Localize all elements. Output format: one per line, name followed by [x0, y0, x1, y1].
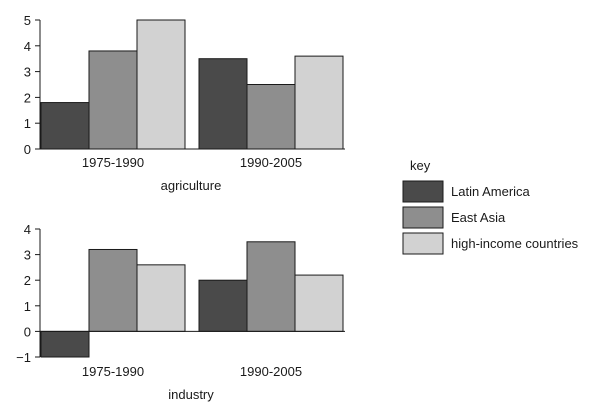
y-tick-label-agriculture: 0 — [24, 142, 31, 157]
legend-swatch-high-income-countries — [402, 232, 444, 255]
y-tick-label-industry: −1 — [16, 350, 31, 365]
y-tick-label-industry: 3 — [24, 248, 31, 263]
industry-panel: −1 0 1 2 3 4 1975-1990 1990-2005 industry — [16, 222, 345, 402]
legend: key Latin America East Asia high-income … — [402, 158, 579, 255]
panel-title-industry: industry — [168, 387, 214, 402]
bar-industry-latin-america-1990-2005 — [198, 279, 248, 332]
y-tick-label-agriculture: 2 — [24, 90, 31, 105]
legend-label-east-asia: East Asia — [451, 210, 506, 225]
bar-industry-east-asia-1975-1990 — [88, 248, 138, 332]
category-label-industry-1975-1990: 1975-1990 — [82, 364, 144, 379]
y-tick-label-industry: 2 — [24, 273, 31, 288]
bar-industry-latin-america-1975-1990 — [40, 330, 90, 358]
category-label-industry-1990-2005: 1990-2005 — [240, 364, 302, 379]
category-label-agriculture-1975-1990: 1975-1990 — [82, 155, 144, 170]
bar-industry-high-income-countries-1975-1990 — [136, 264, 186, 332]
legend-label-high-income-countries: high-income countries — [451, 236, 579, 251]
legend-title: key — [410, 158, 431, 173]
agriculture-panel: 0 1 2 3 4 5 1975-1990 1990-2005 agriculture — [24, 13, 345, 193]
bar-agriculture-high-income-countries-1990-2005 — [294, 55, 344, 150]
y-tick-label-agriculture: 1 — [24, 116, 31, 131]
panel-title-agriculture: agriculture — [161, 178, 222, 193]
y-tick-label-industry: 1 — [24, 299, 31, 314]
bar-agriculture-high-income-countries-1975-1990 — [136, 19, 186, 150]
bar-agriculture-east-asia-1975-1990 — [88, 50, 138, 150]
y-tick-label-agriculture: 5 — [24, 13, 31, 28]
legend-label-latin-america: Latin America — [451, 184, 531, 199]
bar-agriculture-east-asia-1990-2005 — [246, 84, 296, 150]
legend-swatch-east-asia — [402, 206, 444, 229]
y-tick-label-agriculture: 3 — [24, 65, 31, 80]
y-tick-label-industry: 4 — [24, 222, 31, 237]
bar-industry-high-income-countries-1990-2005 — [294, 274, 344, 332]
bar-agriculture-latin-america-1975-1990 — [40, 102, 90, 150]
category-label-agriculture-1990-2005: 1990-2005 — [240, 155, 302, 170]
y-tick-label-industry: 0 — [24, 324, 31, 339]
bar-industry-east-asia-1990-2005 — [246, 241, 296, 332]
bar-agriculture-latin-america-1990-2005 — [198, 58, 248, 150]
y-tick-label-agriculture: 4 — [24, 39, 31, 54]
legend-swatch-latin-america — [402, 180, 444, 203]
